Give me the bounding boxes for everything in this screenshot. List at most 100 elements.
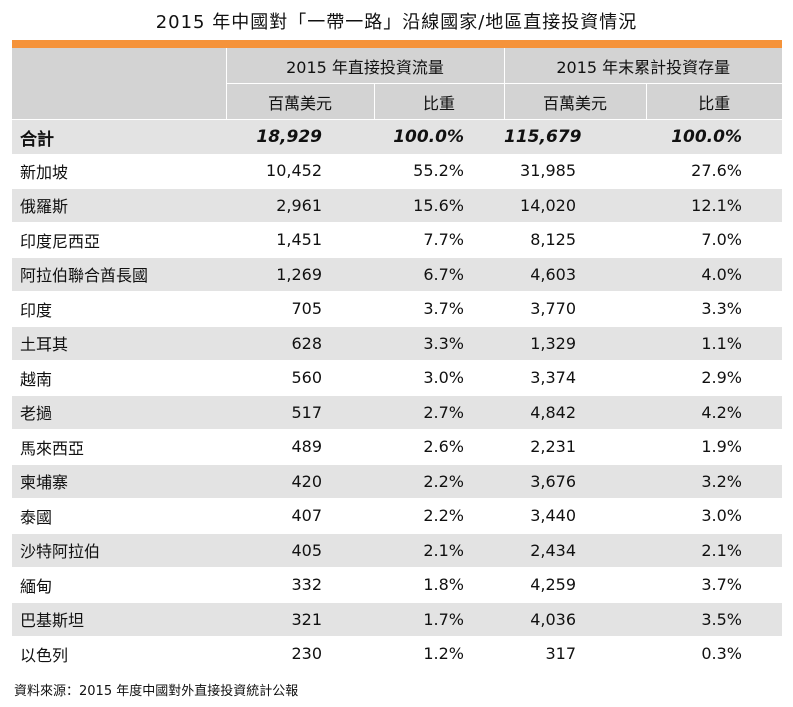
header-stock-share: 比重 <box>645 83 782 120</box>
table-row: 阿拉伯聯合酋長國 1,269 6.7% 4,603 4.0% <box>12 257 782 292</box>
flow-share-cell: 3.7% <box>423 299 464 319</box>
flow-amount-cell: 2,961 <box>226 188 374 223</box>
flow-amount-cell: 420 <box>226 464 374 499</box>
stock-amount-cell: 2,434 <box>504 533 646 568</box>
stock-share-cell: 1.1% <box>646 326 782 361</box>
stock-amount-cell: 317 <box>545 644 576 664</box>
stock-share-cell: 2.1% <box>646 533 782 568</box>
flow-amount-cell: 1,269 <box>226 257 374 292</box>
stock-share-cell: 4.2% <box>646 395 782 430</box>
total-flow-amount: 18,929 <box>226 119 374 154</box>
stock-share-cell: 1.9% <box>701 437 742 457</box>
flow-share-cell: 2.7% <box>374 395 504 430</box>
flow-share-cell: 7.7% <box>423 230 464 250</box>
flow-amount-cell: 321 <box>226 602 374 637</box>
country-name: 巴基斯坦 <box>12 602 226 637</box>
country-name: 俄羅斯 <box>12 188 226 223</box>
country-name: 老撾 <box>12 395 226 430</box>
flow-amount-cell: 517 <box>226 395 374 430</box>
table-row: 泰國 407 2.2% 3,440 3.0% <box>12 499 782 533</box>
stock-amount-cell: 14,020 <box>504 188 646 223</box>
investment-table-container: 2015 年直接投資流量 2015 年末累計投資存量 百萬美元 比重 百萬美元 … <box>12 40 782 672</box>
stock-share-cell: 3.5% <box>646 602 782 637</box>
stock-share-cell: 12.1% <box>646 188 782 223</box>
flow-share-cell: 2.6% <box>423 437 464 457</box>
country-name: 越南 <box>20 369 53 389</box>
flow-share-cell: 1.2% <box>423 644 464 664</box>
table-row: 老撾 517 2.7% 4,842 4.2% <box>12 395 782 430</box>
header-flow-share: 比重 <box>373 83 504 120</box>
table-row: 以色列 230 1.2% 317 0.3% <box>12 637 782 671</box>
flow-share-cell: 2.2% <box>423 506 464 526</box>
country-name: 印度尼西亞 <box>20 231 101 251</box>
table-row: 緬甸 332 1.8% 4,259 3.7% <box>12 568 782 602</box>
country-name: 以色列 <box>20 645 69 665</box>
stock-share-cell: 3.7% <box>701 575 742 595</box>
flow-share-cell: 3.3% <box>374 326 504 361</box>
total-label: 合計 <box>12 119 226 154</box>
header-corner-cell <box>12 48 226 120</box>
flow-share-cell: 6.7% <box>374 257 504 292</box>
flow-amount-cell: 332 <box>291 575 322 595</box>
header-stock-amount: 百萬美元 <box>503 83 646 120</box>
table-row: 沙特阿拉伯 405 2.1% 2,434 2.1% <box>12 533 782 568</box>
flow-amount-cell: 230 <box>291 644 322 664</box>
table-title: 2015 年中國對「一帶一路」沿線國家/地區直接投資情況 <box>155 12 638 33</box>
flow-share-cell: 15.6% <box>374 188 504 223</box>
table-row: 土耳其 628 3.3% 1,329 1.1% <box>12 326 782 361</box>
header-flow-group: 2015 年直接投資流量 <box>225 48 504 84</box>
country-name: 新加坡 <box>20 162 69 182</box>
flow-amount-cell: 405 <box>226 533 374 568</box>
flow-amount-cell: 1,451 <box>276 230 322 250</box>
flow-amount-cell: 705 <box>291 299 322 319</box>
stock-share-cell: 2.9% <box>701 368 742 388</box>
total-flow-share: 100.0% <box>374 119 504 154</box>
stock-amount-cell: 4,603 <box>504 257 646 292</box>
country-name: 柬埔寨 <box>12 464 226 499</box>
flow-amount-cell: 407 <box>291 506 322 526</box>
country-name: 印度 <box>20 300 53 320</box>
table-row: 巴基斯坦 321 1.7% 4,036 3.5% <box>12 602 782 637</box>
flow-share-cell: 1.7% <box>374 602 504 637</box>
total-row: 合計 18,929 100.0% 115,679 100.0% <box>12 119 782 154</box>
table-row: 印度 705 3.7% 3,770 3.3% <box>12 292 782 326</box>
flow-share-cell: 55.2% <box>413 161 464 181</box>
stock-amount-cell: 4,036 <box>504 602 646 637</box>
country-name: 馬來西亞 <box>20 438 85 458</box>
header-group-row: 2015 年直接投資流量 2015 年末累計投資存量 <box>12 48 782 120</box>
stock-share-cell: 7.0% <box>701 230 742 250</box>
stock-share-cell: 0.3% <box>701 644 742 664</box>
header-flow-amount: 百萬美元 <box>225 83 374 120</box>
stock-amount-cell: 8,125 <box>530 230 576 250</box>
header-stock-group: 2015 年末累計投資存量 <box>503 48 782 84</box>
table-row: 新加坡 10,452 55.2% 31,985 27.6% <box>12 154 782 188</box>
table-body: 新加坡 10,452 55.2% 31,985 27.6% 俄羅斯 2,961 15.6% 14… <box>12 154 782 671</box>
flow-share-cell: 2.1% <box>374 533 504 568</box>
flow-share-cell: 1.8% <box>423 575 464 595</box>
flow-share-cell: 2.2% <box>374 464 504 499</box>
stock-amount-cell: 4,259 <box>530 575 576 595</box>
stock-share-cell: 3.3% <box>701 299 742 319</box>
stock-share-cell: 27.6% <box>691 161 742 181</box>
stock-amount-cell: 31,985 <box>520 161 576 181</box>
country-name: 緬甸 <box>20 576 53 596</box>
investment-table: 2015 年直接投資流量 2015 年末累計投資存量 百萬美元 比重 百萬美元 … <box>12 48 782 672</box>
total-stock-share: 100.0% <box>646 119 782 154</box>
flow-amount-cell: 628 <box>226 326 374 361</box>
table-row: 馬來西亞 489 2.6% 2,231 1.9% <box>12 430 782 464</box>
stock-amount-cell: 3,770 <box>530 299 576 319</box>
table-row: 印度尼西亞 1,451 7.7% 8,125 7.0% <box>12 223 782 257</box>
flow-amount-cell: 489 <box>291 437 322 457</box>
stock-amount-cell: 4,842 <box>504 395 646 430</box>
table-row: 越南 560 3.0% 3,374 2.9% <box>12 361 782 395</box>
stock-share-cell: 3.0% <box>701 506 742 526</box>
stock-amount-cell: 3,374 <box>530 368 576 388</box>
source-note: 資料來源：2015 年度中國對外直接投資統計公報 <box>14 684 299 699</box>
stock-amount-cell: 3,440 <box>530 506 576 526</box>
accent-top-bar <box>12 40 782 48</box>
country-name: 阿拉伯聯合酋長國 <box>12 257 226 292</box>
country-name: 泰國 <box>20 507 53 527</box>
stock-share-cell: 3.2% <box>646 464 782 499</box>
stock-amount-cell: 1,329 <box>504 326 646 361</box>
stock-amount-cell: 3,676 <box>504 464 646 499</box>
